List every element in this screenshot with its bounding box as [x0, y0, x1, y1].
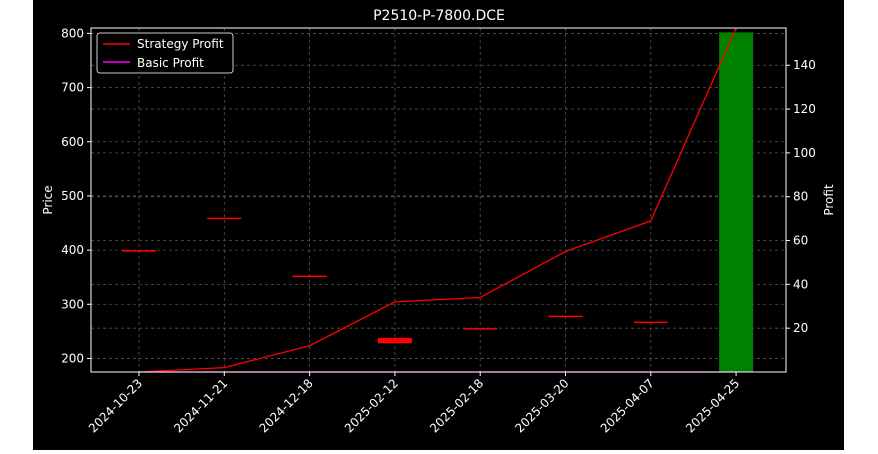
price-candle: [377, 337, 412, 344]
price-candles: [122, 217, 668, 344]
y-right-tick-label: 40: [793, 277, 808, 291]
x-tick-label: 2025-02-12: [342, 376, 401, 435]
chart-svg: P2510-P-7800.DCE 2024-10-23 2024-11-21 202…: [41, 8, 836, 435]
x-tick-label: 2025-04-07: [598, 376, 657, 435]
x-tick-label: 2024-12-18: [257, 376, 316, 435]
y-right-tick-label: 20: [793, 321, 808, 335]
chart-title: P2510-P-7800.DCE: [373, 8, 505, 24]
legend-label-strategy-profit: Strategy Profit: [137, 37, 224, 51]
y-left-tick-label: 700: [61, 81, 84, 95]
y-left-tick-label: 400: [61, 243, 84, 257]
y-right-tick-label: 120: [793, 102, 816, 116]
price-candle: [548, 315, 583, 318]
price-candle: [207, 217, 242, 220]
x-tick-label: 2024-10-23: [86, 376, 145, 435]
y-left-tick-label: 500: [61, 189, 84, 203]
y-right-tick-label: 140: [793, 58, 816, 72]
y-axis-left-label: Price: [41, 185, 55, 214]
y-right-tick-label: 60: [793, 234, 808, 248]
profit-bars: [719, 32, 754, 372]
legend-box: [96, 32, 234, 74]
y-right-tick-label: 100: [793, 146, 816, 160]
y-axis-right-label: Profit: [822, 184, 836, 216]
chart-figure: P2510-P-7800.DCE 2024-10-23 2024-11-21 202…: [33, 0, 844, 450]
y-left-tick-label: 200: [61, 351, 84, 365]
price-candle: [292, 275, 327, 278]
grid-lines: [91, 28, 786, 372]
series-line-strategy-profit: [138, 27, 737, 373]
profit-bar: [719, 32, 754, 372]
price-candle: [463, 328, 498, 330]
legend-label-basic-profit: Basic Profit: [137, 56, 204, 70]
plot-frame: [90, 27, 787, 373]
x-tick-label: 2024-11-21: [171, 376, 230, 435]
price-candle: [633, 321, 668, 324]
y-left-tick-label: 800: [61, 26, 84, 40]
axes: 2024-10-23 2024-11-21 2024-12-18 2025-02-12…: [61, 26, 816, 435]
x-tick-label: 2025-04-25: [683, 376, 742, 435]
y-left-tick-label: 600: [61, 135, 84, 149]
profit-lines: [138, 27, 737, 373]
y-left-tick-label: 300: [61, 297, 84, 311]
price-candle: [122, 250, 156, 252]
y-right-tick-label: 80: [793, 190, 808, 204]
x-tick-label: 2025-03-20: [512, 376, 571, 435]
x-tick-label: 2025-02-18: [427, 376, 486, 435]
legend: Strategy Profit Basic Profit: [96, 32, 234, 74]
